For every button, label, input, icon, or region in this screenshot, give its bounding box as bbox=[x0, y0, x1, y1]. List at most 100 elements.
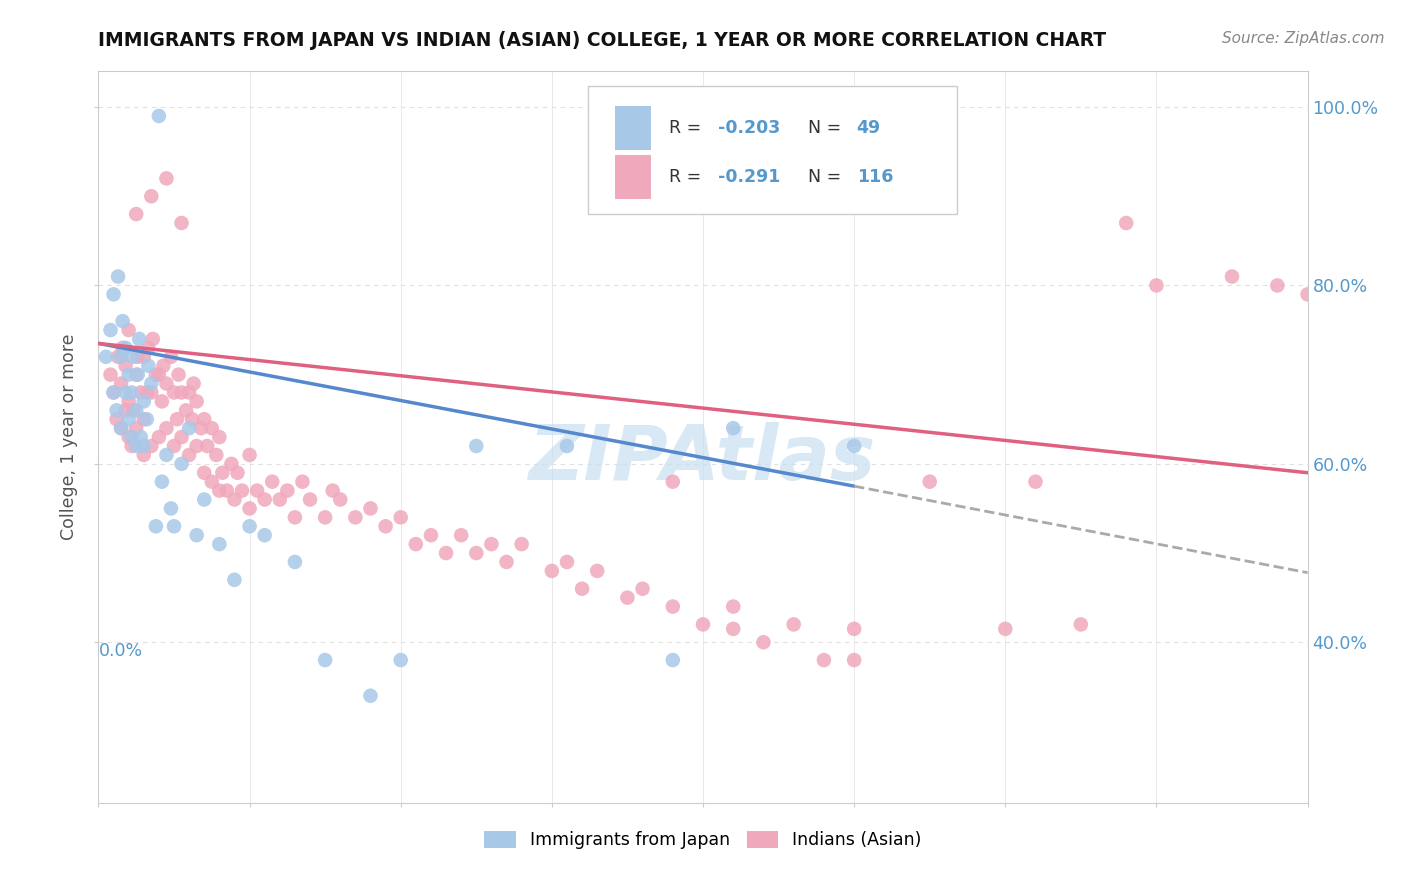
Point bbox=[208, 430, 231, 444]
Point bbox=[150, 475, 173, 489]
Point bbox=[136, 341, 159, 355]
Point bbox=[118, 394, 141, 409]
Point bbox=[155, 171, 177, 186]
Point bbox=[94, 350, 117, 364]
Point bbox=[132, 439, 155, 453]
Point bbox=[122, 403, 145, 417]
Point bbox=[389, 653, 412, 667]
Point bbox=[145, 368, 167, 382]
Point bbox=[221, 457, 243, 471]
Point bbox=[132, 350, 155, 364]
Point bbox=[110, 376, 132, 391]
Point bbox=[125, 207, 148, 221]
Point bbox=[132, 448, 155, 462]
Point bbox=[813, 653, 835, 667]
Point bbox=[555, 439, 578, 453]
Text: 116: 116 bbox=[856, 169, 893, 186]
Point bbox=[166, 412, 188, 426]
Point bbox=[224, 573, 246, 587]
Point bbox=[195, 439, 218, 453]
Point bbox=[103, 385, 125, 400]
Point bbox=[299, 492, 322, 507]
Point bbox=[107, 350, 129, 364]
Point bbox=[125, 368, 148, 382]
Text: 49: 49 bbox=[856, 119, 880, 136]
Point bbox=[148, 109, 170, 123]
Point bbox=[586, 564, 609, 578]
Point bbox=[125, 403, 148, 417]
Point bbox=[132, 394, 155, 409]
Point bbox=[107, 269, 129, 284]
Point bbox=[329, 492, 352, 507]
Point bbox=[111, 314, 134, 328]
Point bbox=[135, 412, 157, 426]
Point bbox=[224, 492, 246, 507]
Text: 0.0%: 0.0% bbox=[98, 642, 142, 660]
Point bbox=[136, 359, 159, 373]
Point bbox=[110, 421, 132, 435]
Point bbox=[141, 439, 163, 453]
Point bbox=[661, 653, 683, 667]
Point bbox=[450, 528, 472, 542]
Point bbox=[186, 394, 208, 409]
Point bbox=[152, 359, 174, 373]
Point bbox=[844, 653, 866, 667]
Point bbox=[723, 599, 745, 614]
Point bbox=[389, 510, 412, 524]
Point bbox=[193, 412, 215, 426]
Point bbox=[262, 475, 284, 489]
Point bbox=[510, 537, 533, 551]
Point bbox=[114, 385, 136, 400]
Point bbox=[148, 430, 170, 444]
Point bbox=[405, 537, 427, 551]
Point bbox=[276, 483, 298, 498]
Point bbox=[723, 421, 745, 435]
Point bbox=[105, 412, 128, 426]
Point bbox=[183, 376, 205, 391]
Point bbox=[125, 421, 148, 435]
Point bbox=[495, 555, 517, 569]
Point bbox=[167, 368, 190, 382]
Point bbox=[1115, 216, 1137, 230]
Text: R =: R = bbox=[669, 169, 713, 186]
Point bbox=[246, 483, 269, 498]
Bar bbox=[614, 155, 651, 200]
Point bbox=[110, 350, 132, 364]
Point bbox=[844, 622, 866, 636]
Point bbox=[291, 475, 314, 489]
Point bbox=[571, 582, 593, 596]
Point bbox=[193, 492, 215, 507]
Point bbox=[141, 385, 163, 400]
Point bbox=[148, 368, 170, 382]
Point bbox=[103, 385, 125, 400]
Point bbox=[783, 617, 806, 632]
Point bbox=[208, 537, 231, 551]
Point bbox=[269, 492, 291, 507]
Point bbox=[186, 528, 208, 542]
Point bbox=[918, 475, 941, 489]
Point bbox=[174, 403, 197, 417]
Point bbox=[160, 350, 183, 364]
Point bbox=[163, 519, 186, 533]
Point bbox=[253, 492, 276, 507]
Point bbox=[201, 421, 224, 435]
Point bbox=[1296, 287, 1319, 301]
Text: N =: N = bbox=[808, 169, 846, 186]
Point bbox=[1024, 475, 1046, 489]
Point bbox=[465, 546, 488, 560]
Point bbox=[163, 439, 186, 453]
Point bbox=[114, 341, 136, 355]
Point bbox=[118, 368, 141, 382]
Point bbox=[125, 439, 148, 453]
Point bbox=[170, 430, 193, 444]
Point bbox=[121, 439, 143, 453]
Point bbox=[465, 439, 488, 453]
Point bbox=[631, 582, 654, 596]
Point bbox=[103, 287, 125, 301]
Point bbox=[170, 457, 193, 471]
Point bbox=[661, 475, 683, 489]
Point bbox=[481, 537, 503, 551]
Point bbox=[155, 421, 177, 435]
Point bbox=[211, 466, 233, 480]
Point bbox=[114, 359, 136, 373]
